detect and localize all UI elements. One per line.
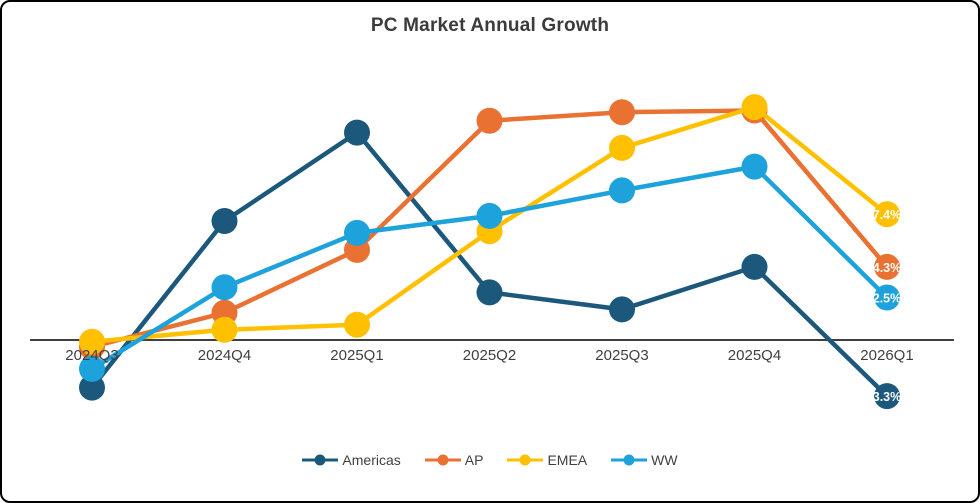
data-point [344, 219, 370, 246]
data-point [79, 374, 105, 401]
data-point [79, 355, 105, 382]
legend-item-emea: EMEA [507, 452, 587, 468]
data-point [741, 253, 768, 280]
x-axis-label: 2026Q1 [860, 347, 913, 364]
x-axis-label: 2025Q4 [728, 347, 781, 364]
legend-item-americas: Americas [302, 452, 401, 468]
data-point [344, 119, 370, 146]
data-point [874, 284, 900, 311]
data-point [344, 311, 370, 338]
data-point [874, 201, 900, 228]
data-point [874, 253, 900, 280]
chart-title: PC Market Annual Growth [370, 15, 610, 36]
legend-label: AP [464, 452, 484, 468]
end-data-label: 7.4% [873, 208, 902, 222]
x-axis-label: 2024Q4 [198, 347, 251, 364]
x-axis-label: 2025Q2 [463, 347, 516, 364]
data-point [79, 328, 105, 355]
data-point [211, 208, 238, 234]
legend-marker-icon [611, 454, 648, 466]
legend-marker-icon [507, 454, 544, 466]
data-point [741, 153, 768, 180]
legend-label: EMEA [547, 452, 588, 468]
legend-item-ww: WW [611, 452, 678, 468]
data-point [609, 296, 635, 323]
data-point [476, 107, 503, 134]
line-chart-canvas: 3.3% 4.3% 7.4% 2.5% 2024Q3 2024Q4 2025Q1 2025Q2… [30, 94, 954, 410]
data-point [476, 279, 503, 306]
x-axis-label: 2024Q3 [65, 347, 118, 364]
x-axis-label: 2025Q3 [595, 347, 648, 364]
data-point [741, 94, 768, 121]
data-point [476, 202, 503, 229]
legend-label: WW [651, 452, 678, 468]
series-line [90, 164, 889, 371]
data-point [609, 177, 635, 204]
end-data-label: 4.3% [873, 261, 902, 275]
data-point [211, 274, 238, 301]
data-point [609, 99, 635, 126]
end-data-label: 3.3% [873, 390, 902, 404]
data-point [609, 134, 635, 161]
chart-legend: Americas AP EMEA WW [2, 452, 978, 468]
end-data-label: 2.5% [873, 292, 902, 306]
data-point [874, 383, 900, 410]
legend-item-ap: AP [424, 452, 484, 468]
legend-marker-icon [424, 454, 461, 466]
legend-marker-icon [302, 454, 339, 466]
data-point [211, 316, 238, 343]
x-axis-label: 2025Q1 [330, 347, 383, 364]
series-ww: 2.5% [79, 153, 902, 382]
legend-label: Americas [342, 452, 401, 468]
series-americas: 3.3% [79, 119, 902, 410]
